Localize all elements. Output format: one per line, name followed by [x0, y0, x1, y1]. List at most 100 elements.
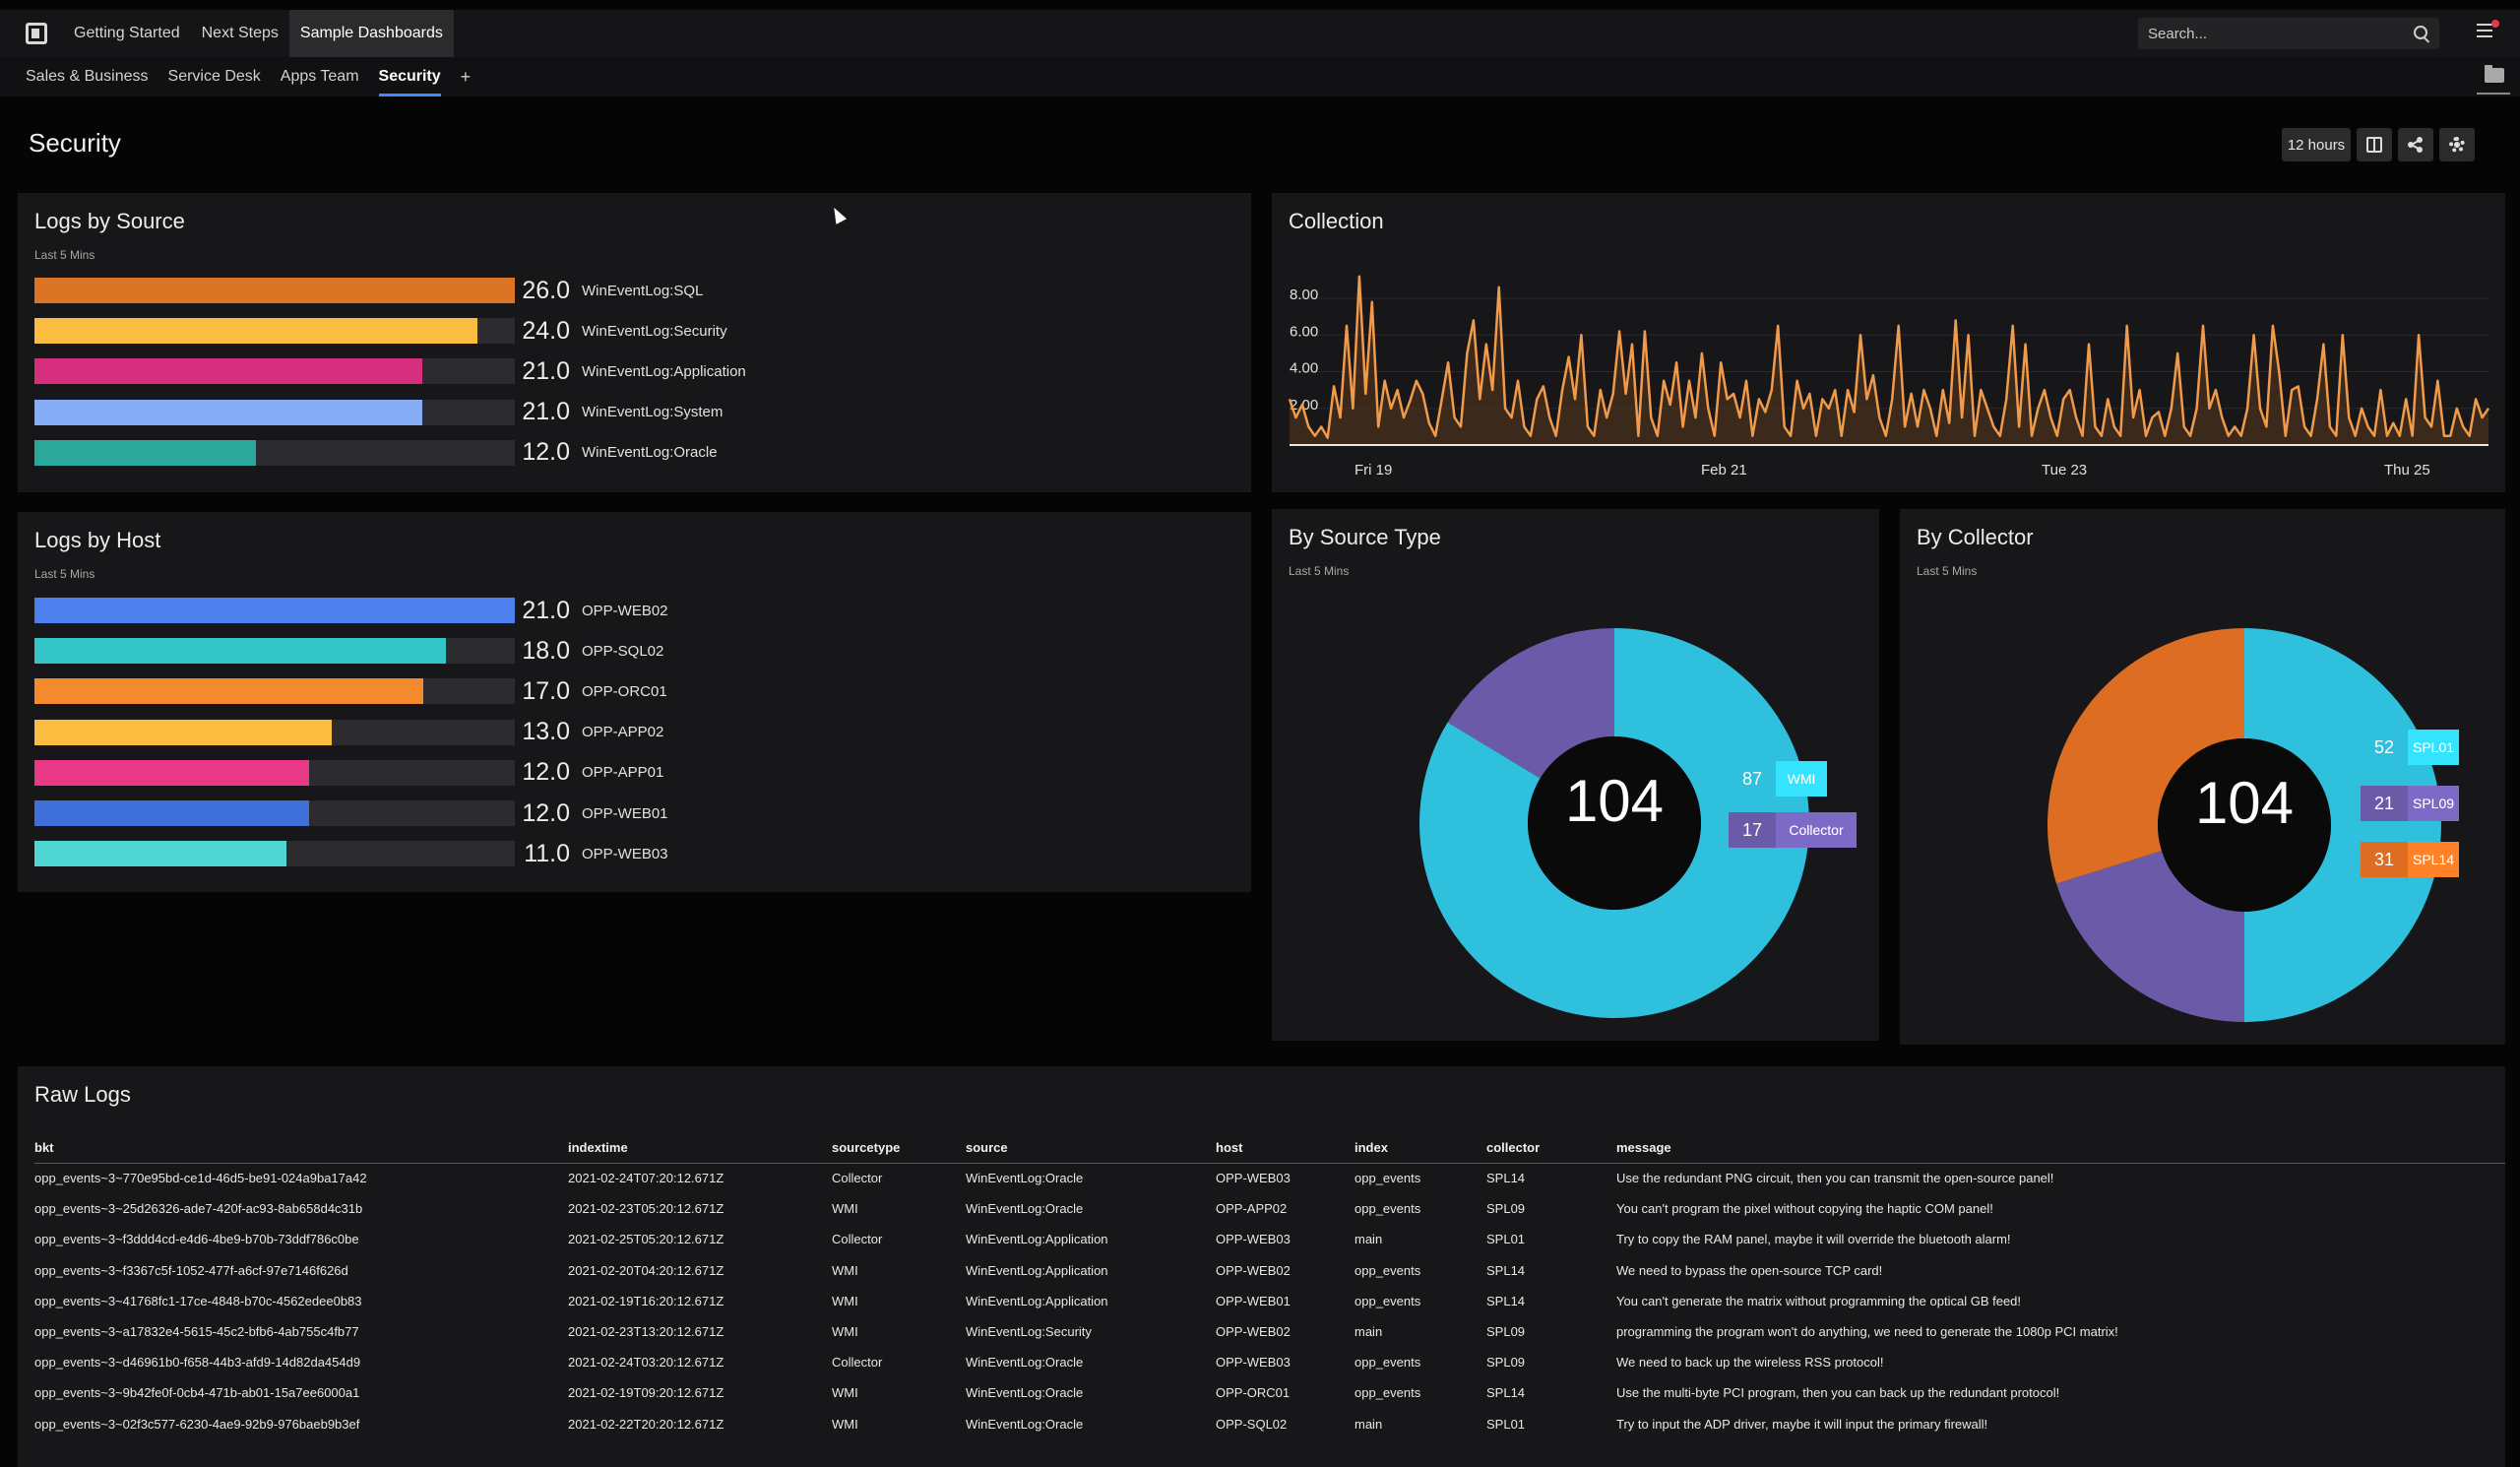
- table-row[interactable]: opp_events~3~25d26326-ade7-420f-ac93-8ab…: [34, 1193, 2505, 1224]
- table-cell-indextime: 2021-02-24T07:20:12.671Z: [568, 1171, 724, 1186]
- column-header-host[interactable]: host: [1216, 1133, 1354, 1164]
- donut-total: 104: [1564, 768, 1665, 834]
- donut-slice-collector[interactable]: [1447, 628, 1614, 779]
- add-tab-button[interactable]: +: [460, 66, 472, 87]
- table-row[interactable]: opp_events~3~770e95bd-ce1d-46d5-be91-024…: [34, 1163, 2505, 1193]
- top-tab-getting-started[interactable]: Getting Started: [74, 25, 180, 41]
- bar-row[interactable]: 24.0 WinEventLog:Security: [34, 317, 727, 345]
- bar-row[interactable]: 17.0 OPP-ORC01: [34, 677, 667, 705]
- book-icon: [2366, 137, 2382, 153]
- bar-label: WinEventLog:SQL: [582, 282, 704, 299]
- bar-row[interactable]: 12.0 OPP-WEB01: [34, 799, 668, 827]
- tab-apps-team[interactable]: Apps Team: [280, 68, 359, 85]
- bar-row[interactable]: 26.0 WinEventLog:SQL: [34, 277, 704, 304]
- app-logo-icon[interactable]: [26, 23, 47, 44]
- share-button[interactable]: [2398, 128, 2433, 161]
- bar-track: [34, 759, 515, 786]
- tab-security[interactable]: Security: [369, 57, 451, 96]
- bar-row[interactable]: 21.0 WinEventLog:Application: [34, 357, 746, 385]
- column-header-message[interactable]: message: [1616, 1133, 2505, 1164]
- legend-value: 52: [2361, 730, 2408, 765]
- top-tab-next-steps[interactable]: Next Steps: [201, 25, 279, 41]
- bar-track: [34, 678, 515, 705]
- table-row[interactable]: opp_events~3~41768fc1-17ce-4848-b70c-456…: [34, 1286, 2505, 1316]
- table-cell-bkt: opp_events~3~f3367c5f-1052-477f-a6cf-97e…: [34, 1262, 348, 1278]
- bar-track: [34, 278, 515, 303]
- table-cell-indextime: 2021-02-22T20:20:12.671Z: [568, 1416, 724, 1432]
- bar-label: OPP-APP01: [582, 764, 664, 782]
- table-cell-indextime: 2021-02-24T03:20:12.671Z: [568, 1355, 724, 1371]
- bar-label: WinEventLog:System: [582, 404, 724, 421]
- tab-sales-business[interactable]: Sales & Business: [26, 68, 149, 85]
- table-cell-bkt: opp_events~3~a17832e4-5615-45c2-bfb6-4ab…: [34, 1324, 359, 1340]
- top-tab-sample-dashboards[interactable]: Sample Dashboards: [288, 10, 454, 57]
- table-cell-index: opp_events: [1354, 1385, 1421, 1401]
- table-cell-collector: SPL09: [1486, 1324, 1526, 1340]
- settings-button[interactable]: [2439, 128, 2475, 161]
- tab-service-desk[interactable]: Service Desk: [167, 68, 261, 85]
- search-input[interactable]: [2148, 25, 2384, 42]
- legend-item-spl01[interactable]: 52 SPL01: [2361, 730, 2459, 765]
- column-header-collector[interactable]: collector: [1486, 1133, 1616, 1164]
- bar-row[interactable]: 21.0 WinEventLog:System: [34, 398, 724, 425]
- search-box[interactable]: [2138, 18, 2439, 49]
- folder-icon[interactable]: [2485, 65, 2504, 83]
- y-tick-label: 4.00: [1290, 360, 1318, 377]
- time-range-button[interactable]: 12 hours: [2282, 128, 2351, 161]
- share-icon: [2408, 137, 2424, 153]
- table-row[interactable]: opp_events~3~f3367c5f-1052-477f-a6cf-97e…: [34, 1255, 2505, 1286]
- table-cell-index: main: [1354, 1324, 1383, 1340]
- legend-label: WMI: [1776, 761, 1827, 797]
- panel-subtitle: Last 5 Mins: [1289, 564, 1350, 578]
- legend-label: Collector: [1776, 812, 1857, 848]
- donut-slice-wmi[interactable]: [1419, 628, 1809, 1018]
- search-icon[interactable]: [2414, 26, 2427, 39]
- bar-row[interactable]: 18.0 OPP-SQL02: [34, 637, 663, 665]
- legend-item-collector[interactable]: 17 Collector: [1729, 812, 1857, 848]
- table-cell-sourcetype: WMI: [832, 1385, 858, 1401]
- bar-row[interactable]: 12.0 WinEventLog:Oracle: [34, 438, 718, 466]
- legend-item-wmi[interactable]: 87 WMI: [1729, 761, 1827, 797]
- bar-row[interactable]: 11.0 OPP-WEB03: [34, 840, 668, 867]
- table-cell-bkt: opp_events~3~d46961b0-f658-44b3-afd9-14d…: [34, 1355, 361, 1371]
- table-cell-source: WinEventLog:Oracle: [966, 1171, 1084, 1186]
- bar-row[interactable]: 21.0 OPP-WEB02: [34, 597, 668, 624]
- legend-item-spl09[interactable]: 21 SPL09: [2361, 786, 2459, 821]
- table-cell-indextime: 2021-02-23T13:20:12.671Z: [568, 1324, 724, 1340]
- donut-slice-spl09[interactable]: [2056, 851, 2244, 1022]
- donut-slice-spl01[interactable]: [2244, 628, 2441, 1022]
- table-row[interactable]: opp_events~3~02f3c577-6230-4ae9-92b9-976…: [34, 1409, 2505, 1439]
- gear-icon: [2449, 137, 2465, 153]
- donut-slice-spl14[interactable]: [2048, 628, 2244, 884]
- bar-label: WinEventLog:Application: [582, 362, 746, 380]
- table-row[interactable]: opp_events~3~f3ddd4cd-e4d6-4be9-b70b-73d…: [34, 1224, 2505, 1254]
- column-header-sourcetype[interactable]: sourcetype: [832, 1133, 966, 1164]
- bar-track: [34, 841, 515, 867]
- column-header-bkt[interactable]: bkt: [34, 1133, 568, 1164]
- x-tick-label: Fri 19: [1354, 462, 1392, 478]
- table-row[interactable]: opp_events~3~d46961b0-f658-44b3-afd9-14d…: [34, 1347, 2505, 1377]
- library-button[interactable]: [2357, 128, 2392, 161]
- column-header-source[interactable]: source: [966, 1133, 1216, 1164]
- table-cell-index: opp_events: [1354, 1355, 1421, 1371]
- collection-line-chart: 8.00 6.00 4.00 2.00 Fri 19 Feb 21 Tue 23 Thu 25: [1288, 275, 2490, 478]
- top-navigation-bar: Getting Started Next Steps Sample Dashbo…: [0, 10, 2520, 57]
- bar-track: [34, 399, 515, 425]
- hamburger-menu-icon[interactable]: [2477, 20, 2499, 41]
- column-header-indextime[interactable]: indextime: [568, 1133, 832, 1164]
- table-cell-index: opp_events: [1354, 1293, 1421, 1308]
- table-cell-source: WinEventLog:Oracle: [966, 1355, 1084, 1371]
- table-row[interactable]: opp_events~3~a17832e4-5615-45c2-bfb6-4ab…: [34, 1316, 2505, 1347]
- panel-subtitle: Last 5 Mins: [34, 248, 95, 262]
- column-header-index[interactable]: index: [1354, 1133, 1486, 1164]
- bar-row[interactable]: 12.0 OPP-APP01: [34, 758, 664, 786]
- legend-item-spl14[interactable]: 31 SPL14: [2361, 842, 2459, 877]
- table-cell-index: opp_events: [1354, 1201, 1421, 1217]
- bar-track: [34, 598, 515, 623]
- table-cell-indextime: 2021-02-19T16:20:12.671Z: [568, 1293, 724, 1308]
- bar-fill: [34, 439, 257, 466]
- bar-track: [34, 318, 515, 345]
- bar-row[interactable]: 13.0 OPP-APP02: [34, 718, 663, 745]
- table-cell-collector: SPL09: [1486, 1201, 1526, 1217]
- table-row[interactable]: opp_events~3~9b42fe0f-0cb4-471b-ab01-15a…: [34, 1377, 2505, 1408]
